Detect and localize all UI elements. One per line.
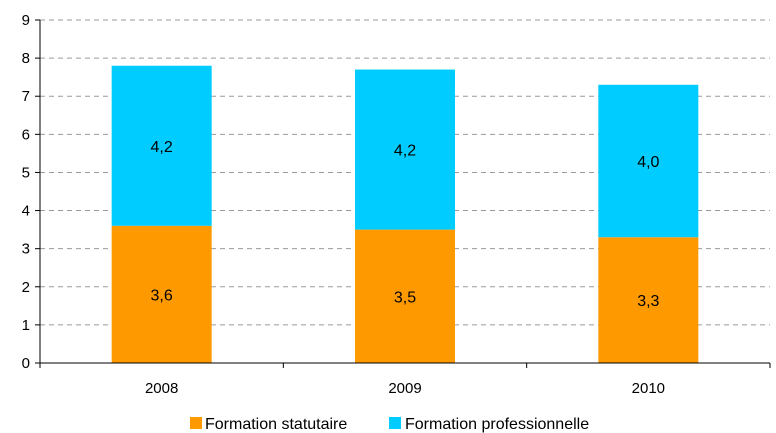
y-tick-label: 1 bbox=[22, 317, 30, 334]
bar-segment-statutaire bbox=[598, 237, 699, 363]
y-tick-label: 8 bbox=[22, 50, 30, 67]
data-label: 3,5 bbox=[394, 289, 416, 306]
axes bbox=[39, 20, 770, 364]
legend-swatch-formation-statutaire bbox=[190, 417, 202, 429]
bar-segment-professionnelle bbox=[111, 65, 212, 226]
data-label: 4,0 bbox=[637, 154, 659, 171]
bar-segment-professionnelle bbox=[355, 69, 455, 230]
x-tick-label: 2009 bbox=[388, 380, 421, 397]
legend-swatch-formation-professionnelle bbox=[389, 417, 401, 429]
bar-segment-professionnelle bbox=[598, 84, 699, 238]
bar-segment-statutaire bbox=[355, 229, 455, 363]
y-tick-label: 6 bbox=[22, 126, 30, 143]
y-tick-label: 4 bbox=[22, 203, 30, 220]
bar-segment-statutaire bbox=[111, 225, 212, 363]
y-axis-ticks: 0 1 2 3 4 5 6 7 8 9 bbox=[22, 12, 40, 372]
legend-label-formation-statutaire: Formation statutaire bbox=[205, 416, 347, 433]
data-labels: 3,6 4,2 3,5 4,2 3,3 4,0 bbox=[151, 139, 660, 310]
data-label: 4,2 bbox=[151, 139, 173, 156]
y-tick-label: 9 bbox=[22, 12, 30, 29]
x-axis-ticks: 2008 2009 2010 bbox=[39, 363, 771, 397]
y-tick-label: 0 bbox=[22, 355, 30, 372]
y-tick-label: 7 bbox=[22, 88, 30, 105]
bars bbox=[111, 65, 699, 363]
data-label: 3,3 bbox=[637, 293, 659, 310]
y-tick-label: 5 bbox=[22, 164, 30, 181]
data-label: 4,2 bbox=[394, 143, 416, 160]
x-tick-label: 2010 bbox=[632, 380, 665, 397]
legend: Formation statutaire Formation professio… bbox=[190, 416, 589, 433]
data-label: 3,6 bbox=[151, 287, 173, 304]
x-tick-label: 2008 bbox=[145, 380, 178, 397]
legend-label-formation-professionnelle: Formation professionnelle bbox=[405, 416, 589, 433]
y-tick-label: 2 bbox=[22, 279, 30, 296]
y-tick-label: 3 bbox=[22, 241, 30, 258]
